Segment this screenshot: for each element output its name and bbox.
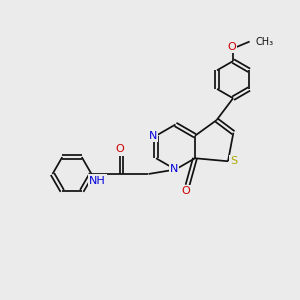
Text: NH: NH bbox=[89, 176, 106, 186]
Text: CH₃: CH₃ bbox=[256, 37, 274, 46]
Text: N: N bbox=[149, 131, 157, 141]
Text: S: S bbox=[230, 156, 237, 166]
Text: N: N bbox=[170, 164, 178, 175]
Text: O: O bbox=[116, 144, 124, 154]
Text: O: O bbox=[227, 42, 236, 52]
Text: O: O bbox=[182, 186, 190, 196]
